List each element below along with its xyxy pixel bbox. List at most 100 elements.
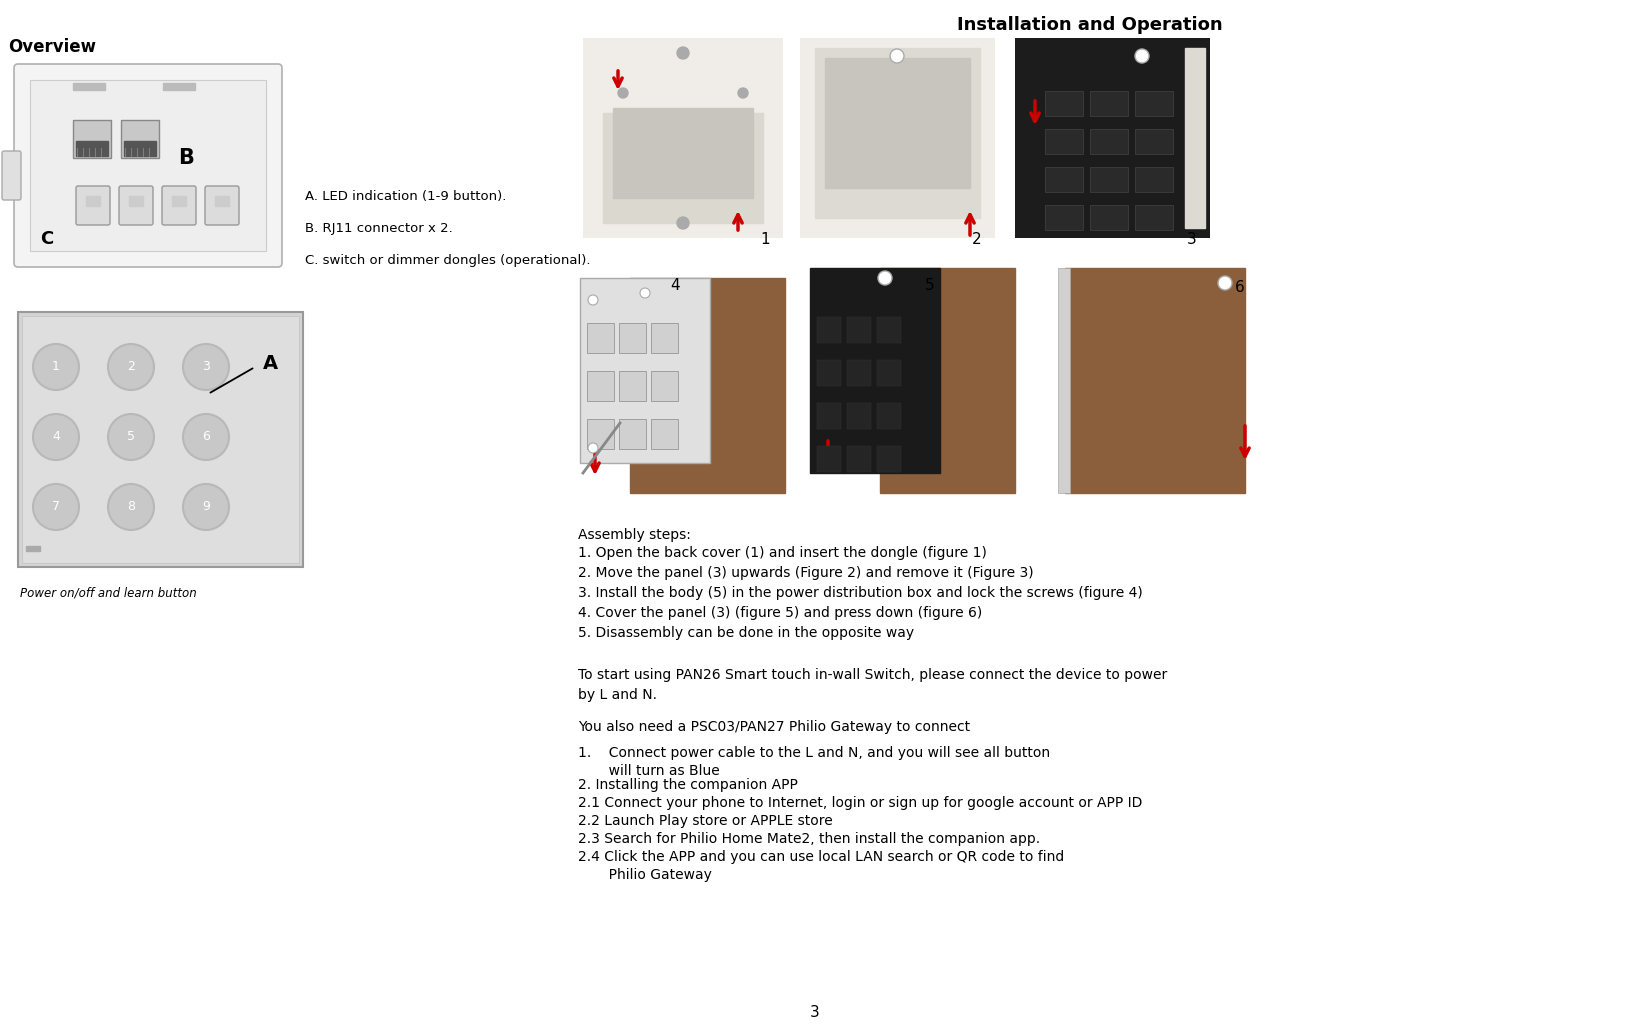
Text: 6: 6: [202, 431, 210, 443]
Bar: [817, 403, 841, 429]
Bar: [810, 268, 939, 473]
FancyBboxPatch shape: [205, 186, 240, 225]
Bar: [21, 316, 298, 563]
Text: 5: 5: [924, 278, 934, 293]
Bar: [73, 120, 111, 158]
Circle shape: [676, 47, 688, 59]
Circle shape: [618, 88, 628, 98]
Bar: [580, 278, 709, 463]
Text: Assembly steps:: Assembly steps:: [577, 528, 691, 542]
Bar: [877, 317, 900, 343]
Circle shape: [639, 288, 650, 298]
Bar: [1045, 91, 1082, 116]
Bar: [815, 48, 980, 218]
Circle shape: [588, 295, 598, 305]
Text: 4. Cover the panel (3) (figure 5) and press down (figure 6): 4. Cover the panel (3) (figure 5) and pr…: [577, 605, 981, 620]
Bar: [846, 360, 870, 386]
Text: 1: 1: [52, 361, 60, 373]
Bar: [880, 268, 1014, 493]
Text: 2: 2: [971, 232, 981, 247]
Text: 1.    Connect power cable to the L and N, and you will see all button
       wil: 1. Connect power cable to the L and N, a…: [577, 746, 1050, 778]
Circle shape: [33, 344, 78, 390]
Bar: [1089, 205, 1128, 230]
FancyBboxPatch shape: [29, 80, 266, 251]
Bar: [629, 278, 784, 493]
Bar: [603, 113, 763, 223]
Text: To start using PAN26 Smart touch in-wall Switch, please connect the device to po: To start using PAN26 Smart touch in-wall…: [577, 668, 1167, 701]
Bar: [171, 196, 186, 206]
Bar: [582, 38, 782, 238]
Text: 3: 3: [1187, 232, 1196, 247]
Text: C. switch or dimmer dongles (operational).: C. switch or dimmer dongles (operational…: [305, 254, 590, 267]
Circle shape: [33, 414, 78, 460]
FancyBboxPatch shape: [77, 186, 109, 225]
Text: 4: 4: [670, 278, 680, 293]
Bar: [26, 546, 41, 551]
Bar: [1089, 91, 1128, 116]
Text: 7: 7: [52, 501, 60, 514]
Bar: [86, 196, 99, 206]
Bar: [587, 323, 613, 353]
Bar: [18, 313, 303, 567]
Text: 2: 2: [127, 361, 135, 373]
FancyBboxPatch shape: [2, 151, 21, 200]
Bar: [619, 323, 645, 353]
Text: 2.2 Launch Play store or APPLE store: 2.2 Launch Play store or APPLE store: [577, 814, 833, 828]
Bar: [799, 38, 994, 238]
Bar: [1134, 128, 1172, 154]
Bar: [1185, 48, 1205, 228]
Bar: [215, 196, 228, 206]
Bar: [587, 371, 613, 401]
Circle shape: [877, 271, 892, 285]
Text: 1: 1: [760, 232, 769, 247]
Bar: [846, 446, 870, 472]
Bar: [77, 141, 108, 156]
FancyBboxPatch shape: [161, 186, 196, 225]
Bar: [1134, 205, 1172, 230]
Text: 3: 3: [202, 361, 210, 373]
Text: 8: 8: [127, 501, 135, 514]
Bar: [1064, 268, 1244, 493]
Text: Overview: Overview: [8, 38, 96, 56]
Text: B. RJ11 connector x 2.: B. RJ11 connector x 2.: [305, 222, 453, 235]
Bar: [650, 419, 678, 449]
Bar: [121, 120, 158, 158]
Bar: [877, 360, 900, 386]
Circle shape: [737, 88, 748, 98]
Text: 5. Disassembly can be done in the opposite way: 5. Disassembly can be done in the opposi…: [577, 626, 913, 640]
Circle shape: [108, 414, 153, 460]
Circle shape: [183, 484, 228, 530]
Bar: [1134, 91, 1172, 116]
Bar: [613, 108, 753, 198]
Text: 3: 3: [810, 1005, 820, 1020]
Bar: [877, 403, 900, 429]
Bar: [619, 419, 645, 449]
Bar: [1045, 128, 1082, 154]
Bar: [1089, 167, 1128, 192]
Bar: [877, 446, 900, 472]
Text: You also need a PSC03/PAN27 Philio Gateway to connect: You also need a PSC03/PAN27 Philio Gatew…: [577, 720, 970, 734]
Bar: [817, 446, 841, 472]
Bar: [846, 403, 870, 429]
Text: A: A: [262, 354, 279, 373]
FancyBboxPatch shape: [119, 186, 153, 225]
FancyBboxPatch shape: [15, 64, 282, 267]
Text: 2.3 Search for Philio Home Mate2, then install the companion app.: 2.3 Search for Philio Home Mate2, then i…: [577, 832, 1040, 846]
Bar: [1045, 205, 1082, 230]
Bar: [129, 196, 143, 206]
Text: 4: 4: [52, 431, 60, 443]
Text: Installation and Operation: Installation and Operation: [957, 16, 1222, 34]
Bar: [650, 323, 678, 353]
Text: 2.1 Connect your phone to Internet, login or sign up for google account or APP I: 2.1 Connect your phone to Internet, logi…: [577, 796, 1141, 810]
Circle shape: [588, 443, 598, 453]
Circle shape: [183, 414, 228, 460]
Bar: [1014, 38, 1209, 238]
Text: C: C: [41, 230, 54, 248]
Bar: [163, 83, 196, 90]
Text: 9: 9: [202, 501, 210, 514]
Circle shape: [183, 344, 228, 390]
Text: B: B: [178, 148, 194, 168]
Text: 2.4 Click the APP and you can use local LAN search or QR code to find
       Phi: 2.4 Click the APP and you can use local …: [577, 850, 1064, 882]
Text: 6: 6: [1234, 280, 1244, 295]
Text: 2. Installing the companion APP: 2. Installing the companion APP: [577, 778, 797, 792]
